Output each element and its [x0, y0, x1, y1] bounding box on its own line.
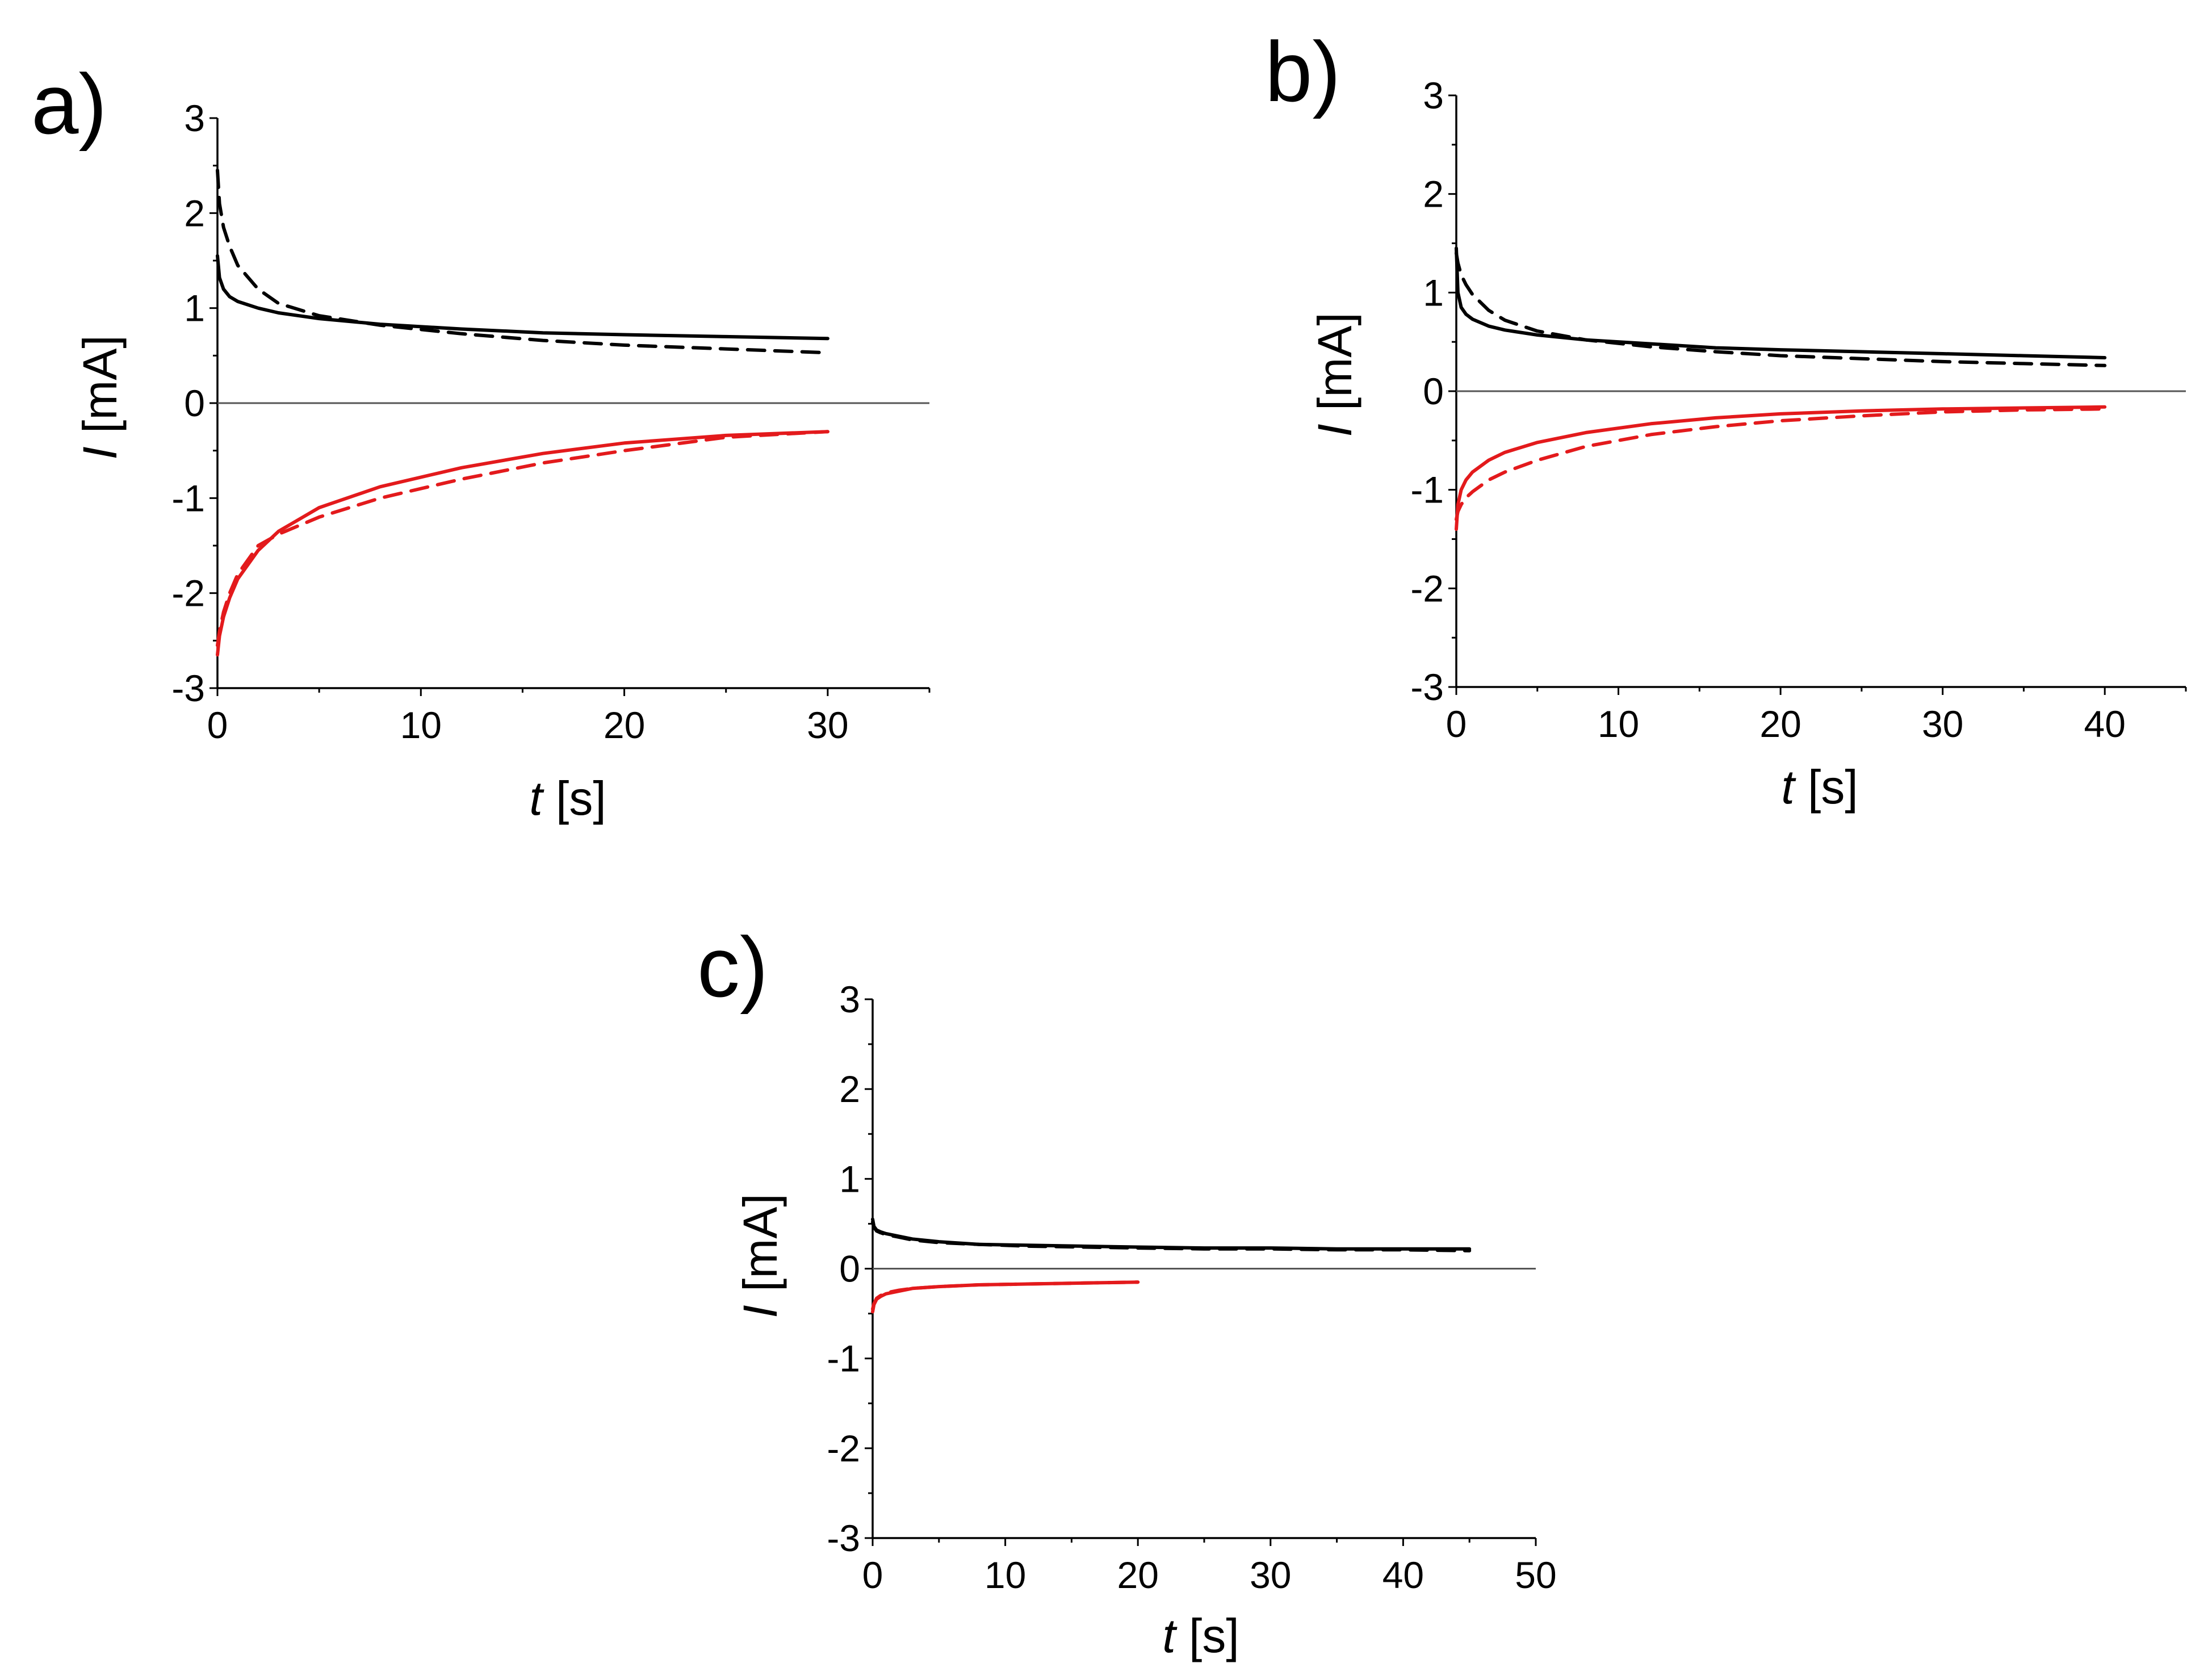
chart0-x-tick-label: 10 [400, 704, 442, 746]
chart0-y-tick-label: 1 [184, 287, 205, 329]
chart0-series-black-dashed [216, 169, 829, 355]
chart1-y-tick-label: -1 [1410, 469, 1444, 511]
chart0-series-red-dashed [216, 430, 829, 647]
chart0-x-tick-label: 30 [807, 704, 848, 746]
chart0-x-tick-label: 20 [604, 704, 645, 746]
chart2-x-tick-label: 30 [1250, 1554, 1291, 1596]
chart0-series-black-solid [216, 254, 829, 341]
chart2-y-tick-label: -1 [827, 1338, 860, 1380]
chart1-series-black-dashed [1455, 251, 2107, 367]
chart2-series-red-dashed [871, 1280, 1140, 1311]
chart2-x-tick-label: 50 [1515, 1554, 1556, 1596]
chart1-y-tick-label: 3 [1423, 74, 1444, 116]
panel-c-x-axis-title: t [s] [1162, 1609, 1239, 1662]
chart1-y-tick-label: 2 [1423, 173, 1444, 215]
chart2-y-tick-label: -3 [827, 1517, 860, 1559]
chart1-series-black-solid [1455, 246, 2107, 359]
chart1-y-tick-label: 0 [1423, 370, 1444, 412]
panel-a-label: a) [31, 56, 107, 152]
panel-b-label: b) [1265, 24, 1340, 119]
chart0-y-tick-label: 0 [184, 382, 205, 424]
chart2-y-tick-label: 3 [839, 978, 860, 1020]
chart2-y-tick-label: 1 [839, 1158, 860, 1200]
chart2-y-tick-label: -2 [827, 1427, 860, 1469]
chart2-x-tick-label: 20 [1117, 1554, 1158, 1596]
chart2-x-tick-label: 10 [984, 1554, 1026, 1596]
chart1-y-tick-label: 1 [1423, 271, 1444, 313]
chart1-x-tick-label: 30 [1922, 703, 1963, 745]
panel-a-y-axis-title: I [mA] [73, 335, 127, 459]
chart1-series-red-solid [1455, 405, 2107, 531]
panel-c-y-axis-title: I [mA] [734, 1193, 787, 1318]
panel-a-x-axis-title: t [s] [529, 772, 606, 825]
chart2-x-tick-label: 0 [862, 1554, 883, 1596]
chart2-series-red-solid [871, 1280, 1140, 1314]
chart2-series-black-dashed [871, 1220, 1472, 1252]
chart2-x-tick-label: 40 [1382, 1554, 1424, 1596]
chart1-x-tick-label: 0 [1446, 703, 1467, 745]
panel-b-x-axis-title: t [s] [1781, 760, 1858, 814]
chart1-x-tick-label: 40 [2084, 703, 2126, 745]
chart1-x-tick-label: 20 [1759, 703, 1801, 745]
chart0-y-tick-label: 3 [184, 97, 205, 139]
chart0-y-tick-label: -3 [171, 667, 205, 709]
panel-b-y-axis-title: I [mA] [1308, 312, 1361, 437]
chart1-y-tick-label: -2 [1410, 567, 1444, 609]
chart1-y-tick-label: -3 [1410, 666, 1444, 708]
chart2-y-tick-label: 0 [839, 1248, 860, 1290]
chart0-y-tick-label: -1 [171, 477, 205, 519]
chart0-y-tick-label: 2 [184, 192, 205, 234]
panel-c-label: c) [697, 919, 768, 1015]
chart0-x-tick-label: 0 [207, 704, 228, 746]
chart0-series-red-solid [216, 430, 829, 657]
chart0-y-tick-label: -2 [171, 572, 205, 614]
chart2-y-tick-label: 2 [839, 1068, 860, 1110]
chart1-x-tick-label: 10 [1598, 703, 1639, 745]
chart1-series-red-dashed [1455, 407, 2107, 521]
